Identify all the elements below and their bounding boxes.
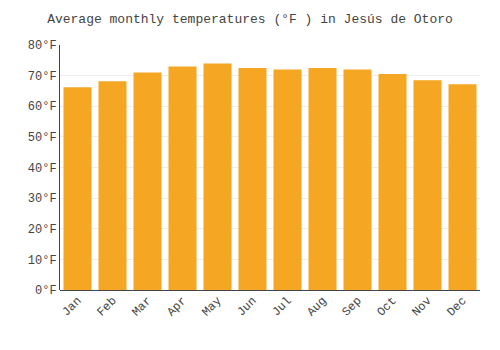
svg-text:Apr: Apr <box>164 294 189 319</box>
svg-text:30°F: 30°F <box>28 192 57 206</box>
svg-text:Jun: Jun <box>234 294 259 319</box>
svg-text:Jan: Jan <box>59 294 84 319</box>
svg-text:Average monthly temperatures (: Average monthly temperatures (°F ) in Je… <box>47 12 453 27</box>
svg-text:50°F: 50°F <box>28 131 57 145</box>
svg-text:80°F: 80°F <box>28 39 57 53</box>
svg-text:May: May <box>199 294 224 319</box>
svg-text:60°F: 60°F <box>28 100 57 114</box>
svg-text:Feb: Feb <box>94 294 119 319</box>
svg-text:Sep: Sep <box>339 294 364 319</box>
svg-text:Jul: Jul <box>269 294 294 319</box>
svg-text:70°F: 70°F <box>28 70 57 84</box>
svg-text:Nov: Nov <box>409 294 434 319</box>
svg-text:Oct: Oct <box>374 294 399 319</box>
svg-text:20°F: 20°F <box>28 223 57 237</box>
svg-text:Mar: Mar <box>129 294 154 319</box>
svg-text:40°F: 40°F <box>28 162 57 176</box>
svg-text:10°F: 10°F <box>28 254 57 268</box>
svg-text:0°F: 0°F <box>35 284 57 298</box>
svg-text:Aug: Aug <box>304 294 329 319</box>
svg-text:Dec: Dec <box>444 294 469 319</box>
